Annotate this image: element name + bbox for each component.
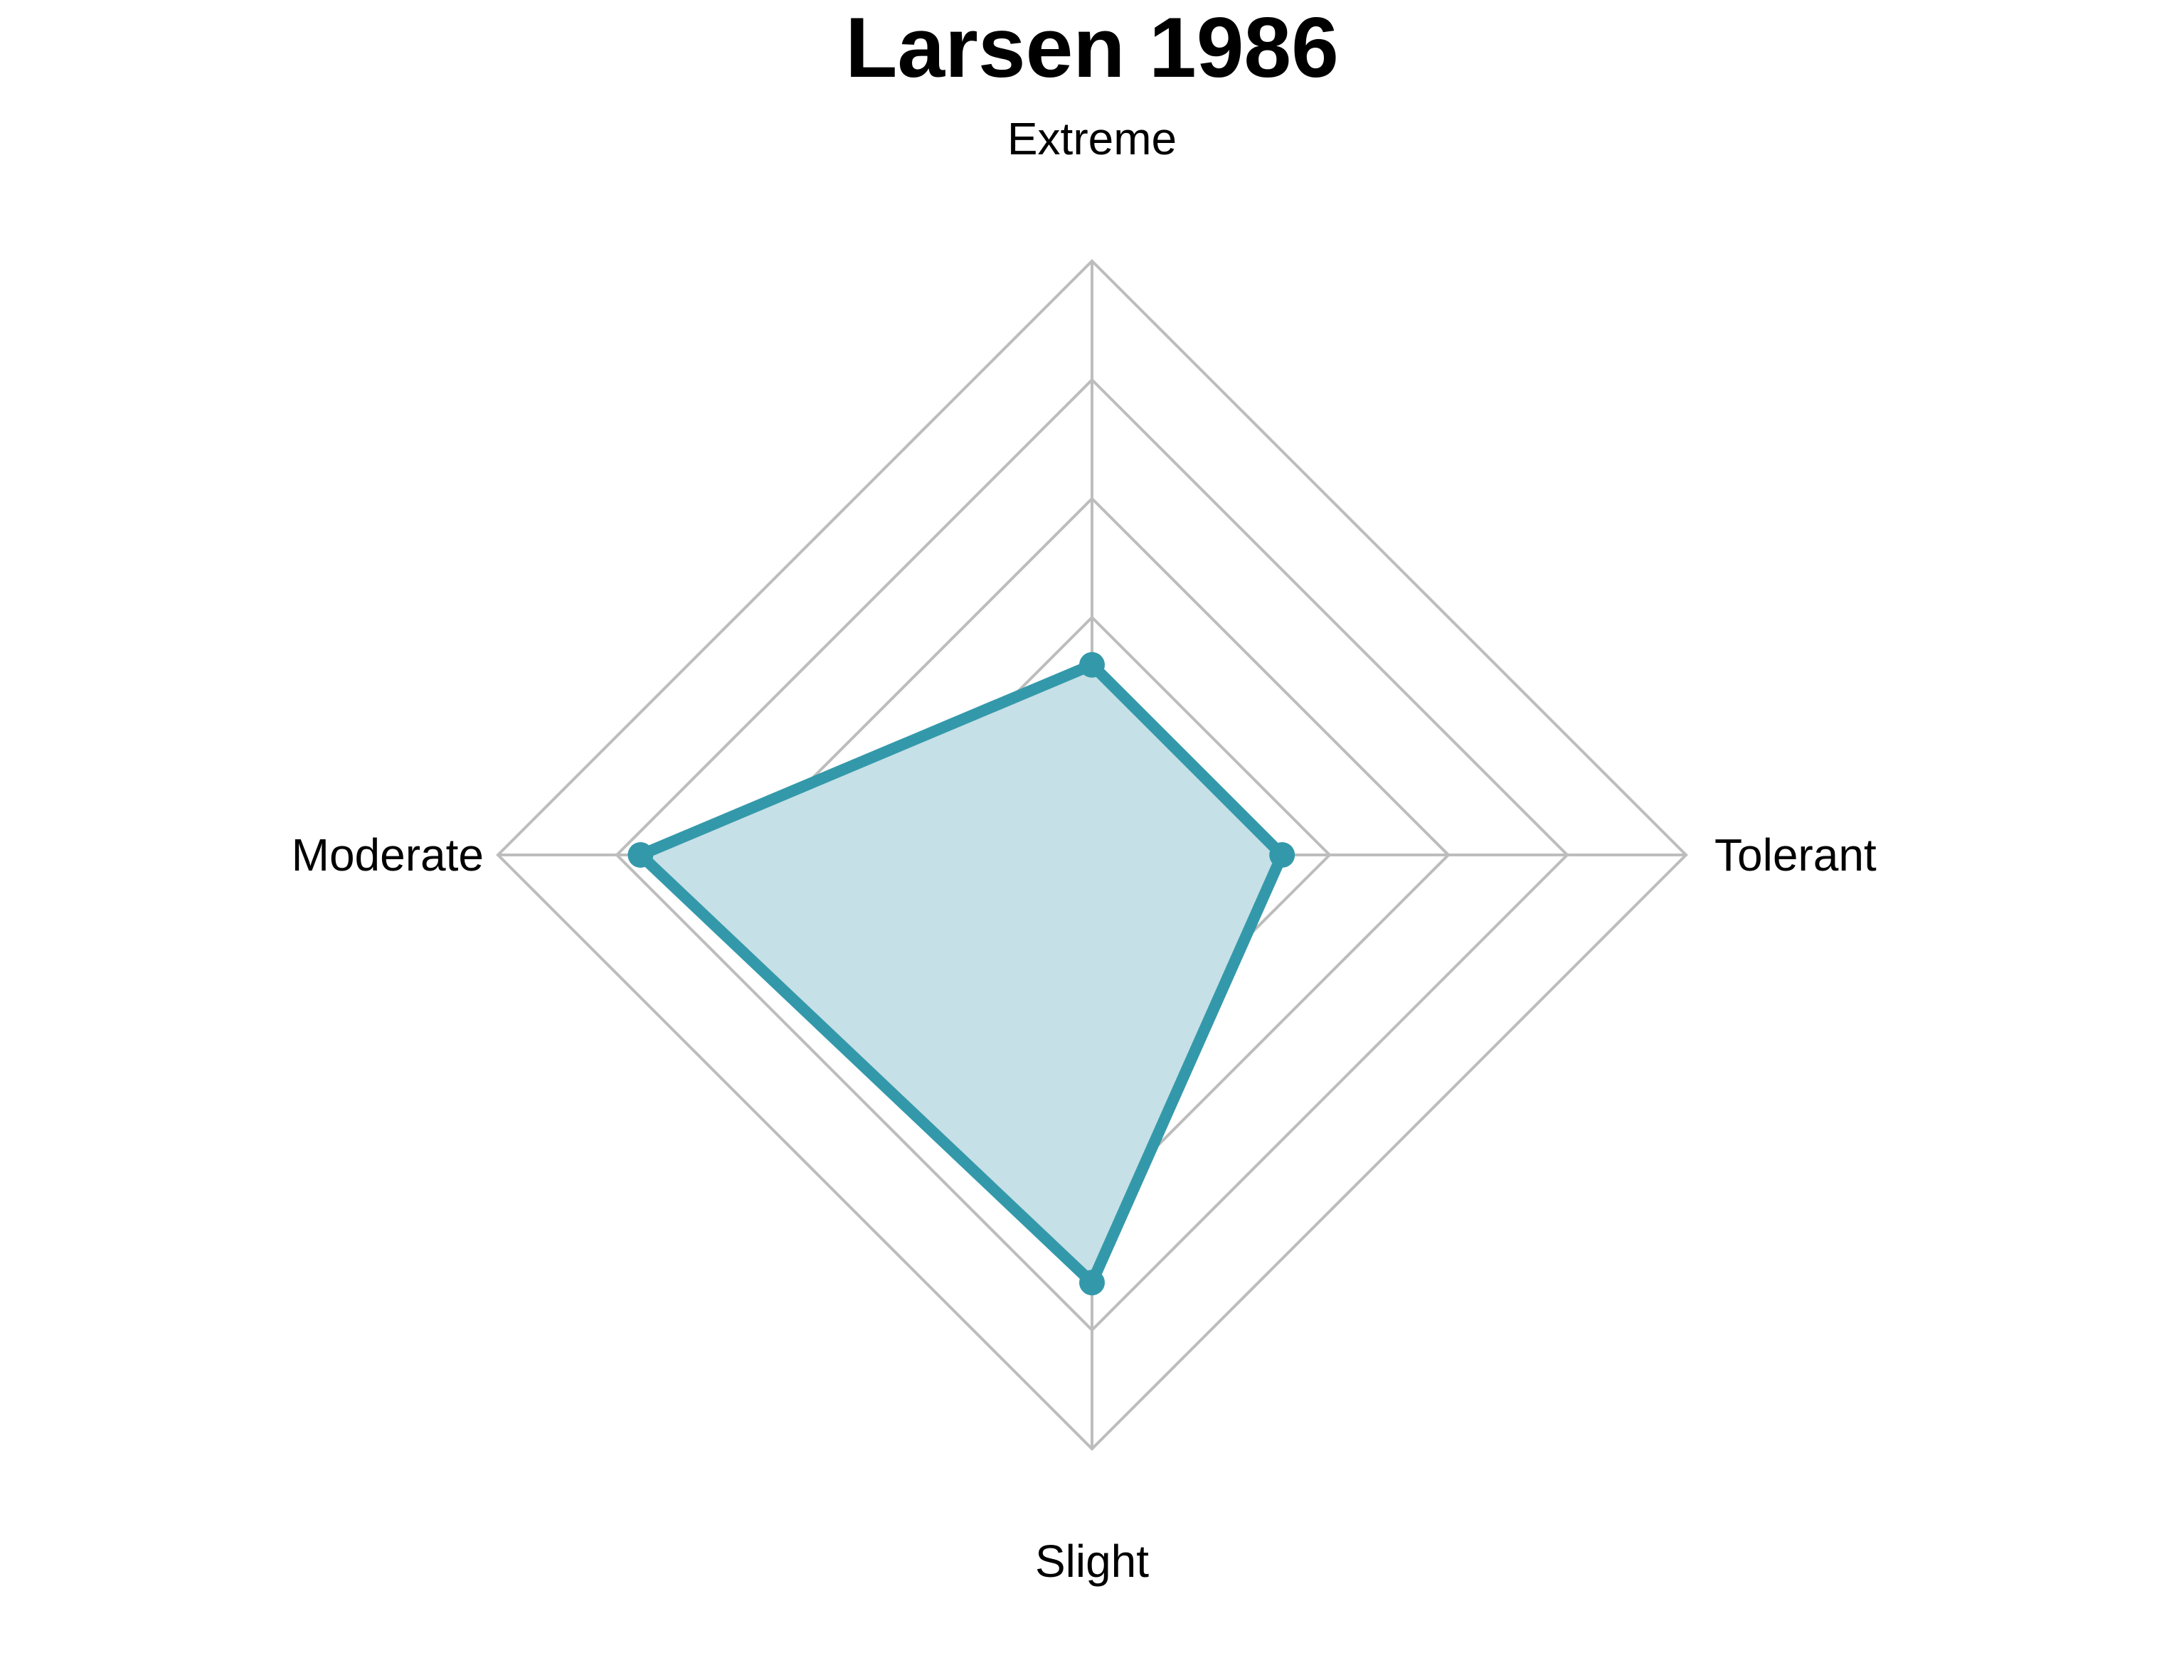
axis-label-moderate: Moderate	[292, 829, 484, 881]
data-point	[1079, 1270, 1105, 1296]
axis-label-slight: Slight	[1035, 1536, 1149, 1587]
data-point	[1079, 652, 1105, 678]
radar-series	[627, 652, 1295, 1296]
axis-label-tolerant: Tolerant	[1714, 829, 1877, 881]
axis-label-extreme: Extreme	[1007, 113, 1177, 164]
data-point	[627, 842, 654, 868]
axis-labels: Extreme Tolerant Slight Moderate	[292, 113, 1877, 1587]
chart-title: Larsen 1986	[845, 0, 1339, 95]
data-point	[1269, 842, 1295, 868]
